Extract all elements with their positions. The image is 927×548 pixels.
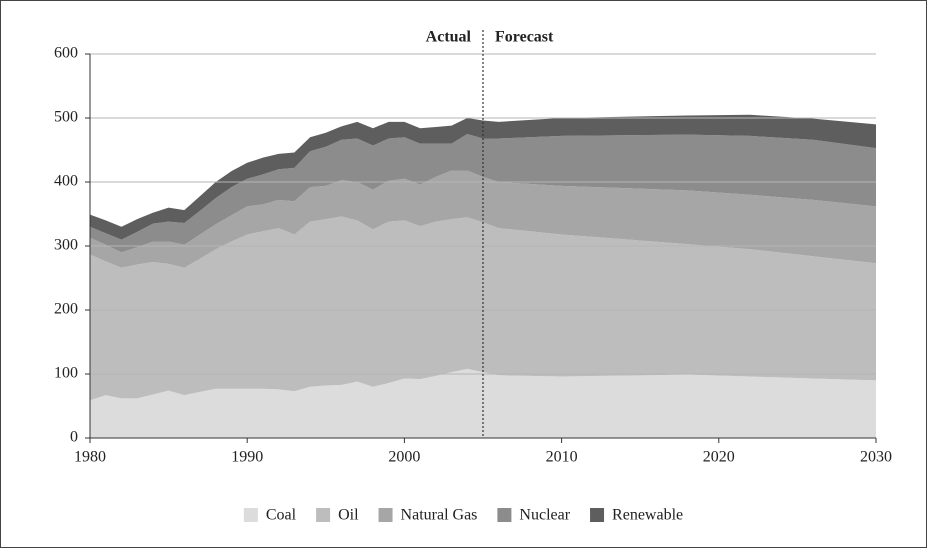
legend-swatch [497,508,512,522]
legend-swatch [378,508,393,522]
legend-swatch [243,508,258,522]
area [90,216,876,401]
legend-label: Oil [338,507,359,524]
legend-swatch [590,508,605,522]
y-tick-label: 0 [70,429,78,446]
annotation: Actual [426,29,472,46]
y-tick-label: 400 [54,173,78,190]
legend-label: Nuclear [519,507,570,524]
x-tick-label: 1980 [74,449,106,466]
x-tick-label: 2020 [703,449,735,466]
x-tick-label: 2000 [388,449,420,466]
area [90,134,876,253]
y-tick-label: 300 [54,237,78,254]
y-tick-label: 200 [54,301,78,318]
legend-label: Renewable [612,507,683,524]
legend-swatch [316,508,331,522]
x-tick-label: 2010 [546,449,578,466]
y-tick-label: 600 [54,45,78,62]
legend-label: Coal [266,507,297,524]
annotation: Forecast [495,29,554,46]
x-tick-label: 2030 [860,449,892,466]
x-tick-label: 1990 [231,449,263,466]
legend-label: Natural Gas [401,507,478,524]
y-tick-label: 100 [54,365,78,382]
y-tick-label: 500 [54,109,78,126]
area [90,114,876,240]
